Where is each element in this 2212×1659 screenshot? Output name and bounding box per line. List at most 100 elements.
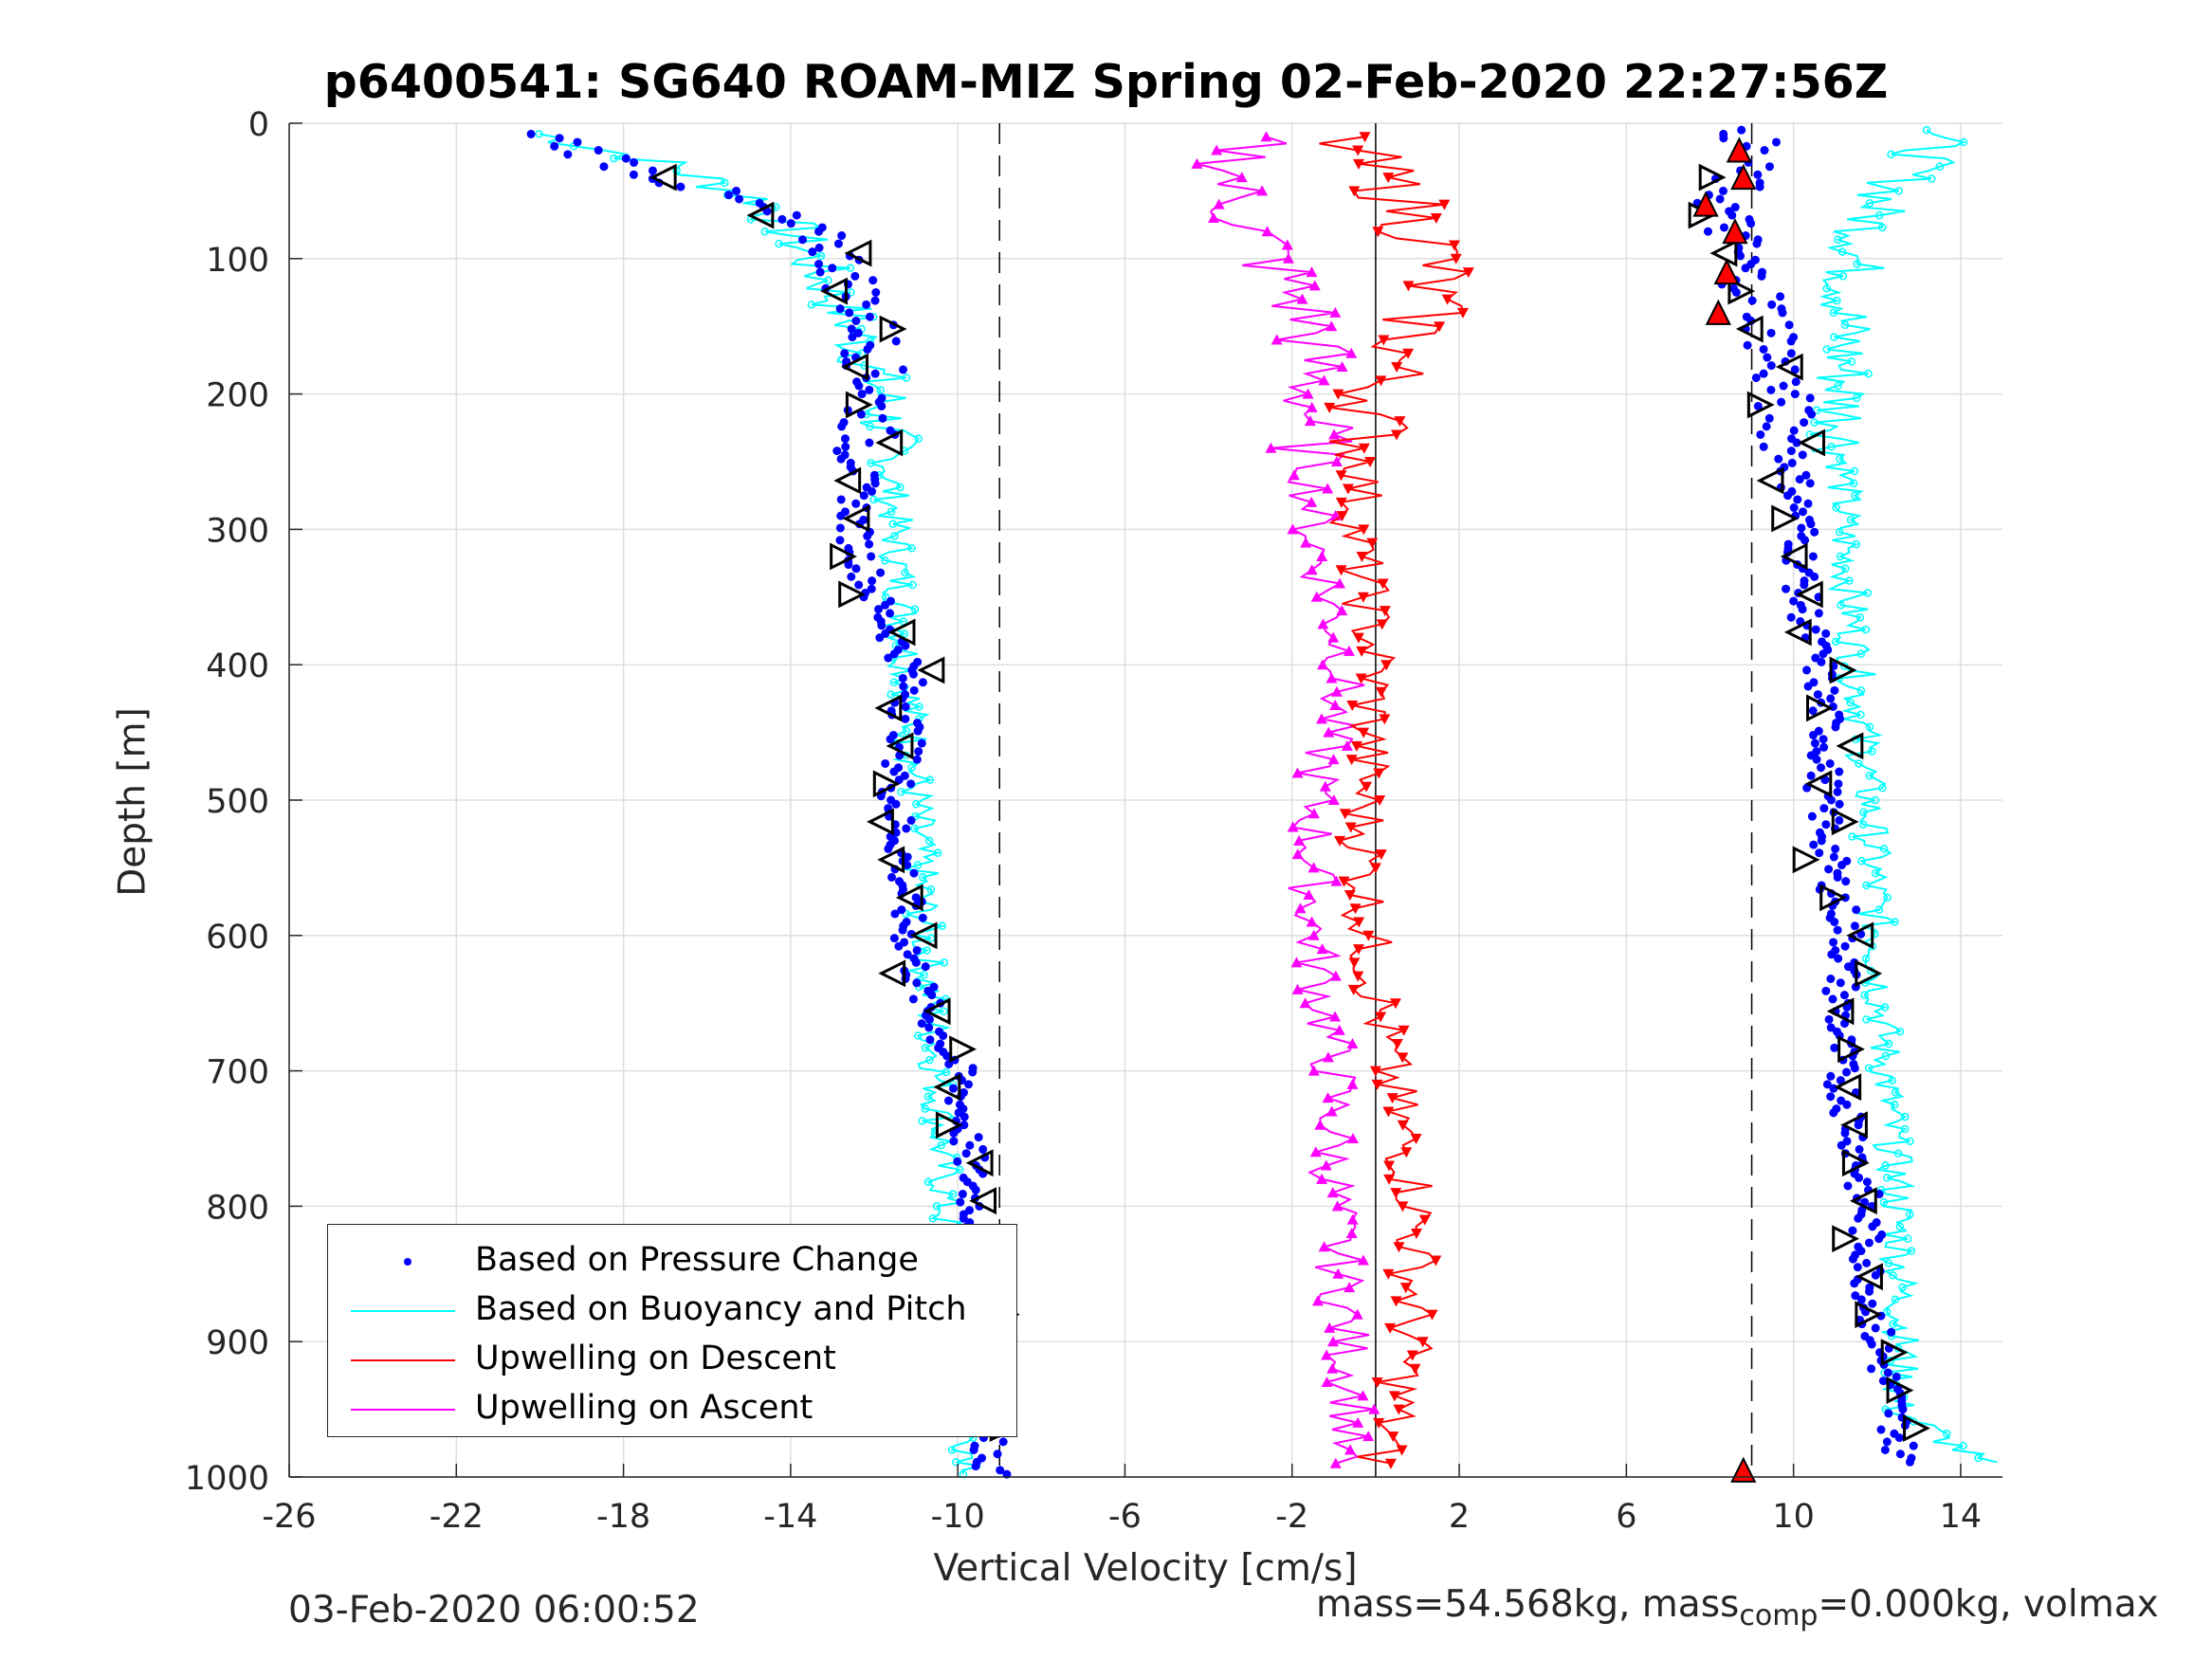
pressure-point: [1855, 1173, 1864, 1182]
pressure-point: [870, 369, 880, 378]
buoyancy-point: [1862, 881, 1871, 890]
control-triangle-marker: [1709, 239, 1738, 267]
x-tick-label: 14: [1940, 1498, 1983, 1536]
pressure-point: [1800, 418, 1809, 428]
pressure-point: [1854, 1213, 1863, 1223]
pressure-point: [865, 539, 874, 549]
pressure-point: [912, 946, 922, 956]
pressure-point: [1850, 921, 1859, 931]
control-triangle-marker: [845, 391, 873, 419]
pressure-point: [924, 1014, 934, 1024]
descent-triangle-marker: [1361, 781, 1373, 793]
pressure-point: [1802, 665, 1812, 675]
pressure-point: [1850, 1064, 1859, 1073]
legend-line-icon: [351, 1310, 455, 1312]
ascent-triangle-marker: [1329, 970, 1342, 981]
buoyancy-point: [1863, 589, 1872, 597]
ascent-triangle-marker: [1307, 929, 1320, 940]
pressure-point: [1809, 840, 1819, 849]
legend-dot-icon: [404, 1258, 411, 1266]
control-triangle-marker: [1826, 997, 1855, 1026]
buoyancy-point: [1852, 539, 1860, 549]
pressure-point: [870, 479, 880, 488]
pressure-point: [865, 385, 874, 394]
pressure-point: [1836, 1076, 1845, 1085]
pressure-point: [906, 779, 916, 789]
ascent-triangle-marker: [1346, 1078, 1359, 1089]
pressure-point: [969, 1445, 978, 1454]
pressure-point: [1760, 146, 1769, 155]
pressure-point: [1774, 454, 1783, 464]
x-tick-label: -18: [596, 1498, 650, 1536]
buoyancy-point: [1893, 1149, 1903, 1158]
ascent-triangle-marker: [1317, 618, 1329, 629]
x-tick-label: -22: [430, 1498, 484, 1536]
ascent-triangle-marker: [1291, 848, 1304, 860]
pressure-point: [1831, 844, 1840, 853]
pressure-point: [1880, 1445, 1890, 1454]
descent-triangle-marker: [1377, 578, 1389, 590]
pressure-point: [1821, 820, 1831, 830]
descent-triangle-marker: [1357, 592, 1369, 603]
pressure-point: [1730, 203, 1740, 212]
buoyancy-point: [1865, 722, 1874, 732]
buoyancy-point: [535, 130, 544, 138]
control-triangle-marker: [895, 884, 923, 912]
pressure-point: [828, 264, 837, 273]
pressure-point: [840, 349, 850, 358]
pressure-point: [851, 499, 861, 508]
pressure-point: [1848, 1254, 1857, 1264]
buoyancy-point: [866, 422, 874, 431]
ascent-triangle-marker: [1306, 266, 1318, 278]
pressure-point: [918, 913, 927, 922]
descent-triangle-marker: [1391, 362, 1403, 374]
descent-triangle-marker: [1349, 903, 1362, 915]
pressure-point: [1865, 1286, 1874, 1296]
pressure-point: [1836, 978, 1845, 988]
ascent-triangle-marker: [1306, 496, 1318, 507]
buoyancy-point: [610, 154, 618, 163]
pressure-point: [594, 146, 603, 155]
pressure-point: [998, 1437, 1008, 1447]
descent-triangle-marker: [1375, 375, 1387, 387]
pressure-point: [927, 991, 937, 1000]
ascent-triangle-marker: [1321, 1349, 1333, 1360]
control-triangle-marker: [1728, 277, 1756, 305]
buoyancy-point: [1837, 601, 1845, 610]
legend-item-upwelling-ascent: Upwelling on Ascent: [328, 1385, 1018, 1434]
buoyancy-point: [1829, 308, 1838, 318]
pressure-point: [1882, 1437, 1892, 1447]
buoyancy-point: [1889, 1320, 1897, 1328]
y-tick-label: 0: [248, 106, 269, 144]
control-triangle-marker: [1746, 391, 1775, 419]
buoyancy-point: [1856, 710, 1865, 720]
buoyancy-point: [888, 520, 898, 528]
buoyancy-point: [721, 178, 729, 188]
buoyancy-point: [921, 1104, 930, 1113]
pressure-point: [884, 844, 893, 853]
control-triangle-marker: [935, 1111, 963, 1139]
pressure-point: [894, 941, 904, 951]
pressure-point: [1819, 804, 1829, 813]
pressure-point: [1856, 1247, 1866, 1256]
descent-triangle-marker: [1418, 1214, 1431, 1226]
pressure-point: [913, 726, 923, 736]
pressure-point: [1776, 292, 1785, 301]
descent-triangle-marker: [1400, 1147, 1413, 1158]
control-triangle-marker: [842, 504, 870, 533]
pressure-point: [1894, 1433, 1904, 1443]
pressure-point: [961, 1149, 971, 1158]
pressure-point: [1824, 865, 1834, 874]
control-triangle-marker: [1856, 1263, 1883, 1291]
buoyancy-point: [1879, 1197, 1889, 1207]
pressure-point: [965, 1140, 975, 1150]
descent-triangle-marker: [1362, 930, 1375, 941]
ascent-triangle-marker: [1357, 1390, 1369, 1401]
descent-triangle-marker: [1348, 186, 1361, 197]
ascent-triangle-marker: [1322, 1051, 1334, 1063]
buoyancy-point: [902, 374, 911, 382]
y-tick-label: 200: [206, 377, 269, 415]
buoyancy-point: [889, 678, 899, 687]
control-triangle-marker: [1903, 1414, 1930, 1443]
descent-triangle-marker: [1352, 971, 1364, 982]
